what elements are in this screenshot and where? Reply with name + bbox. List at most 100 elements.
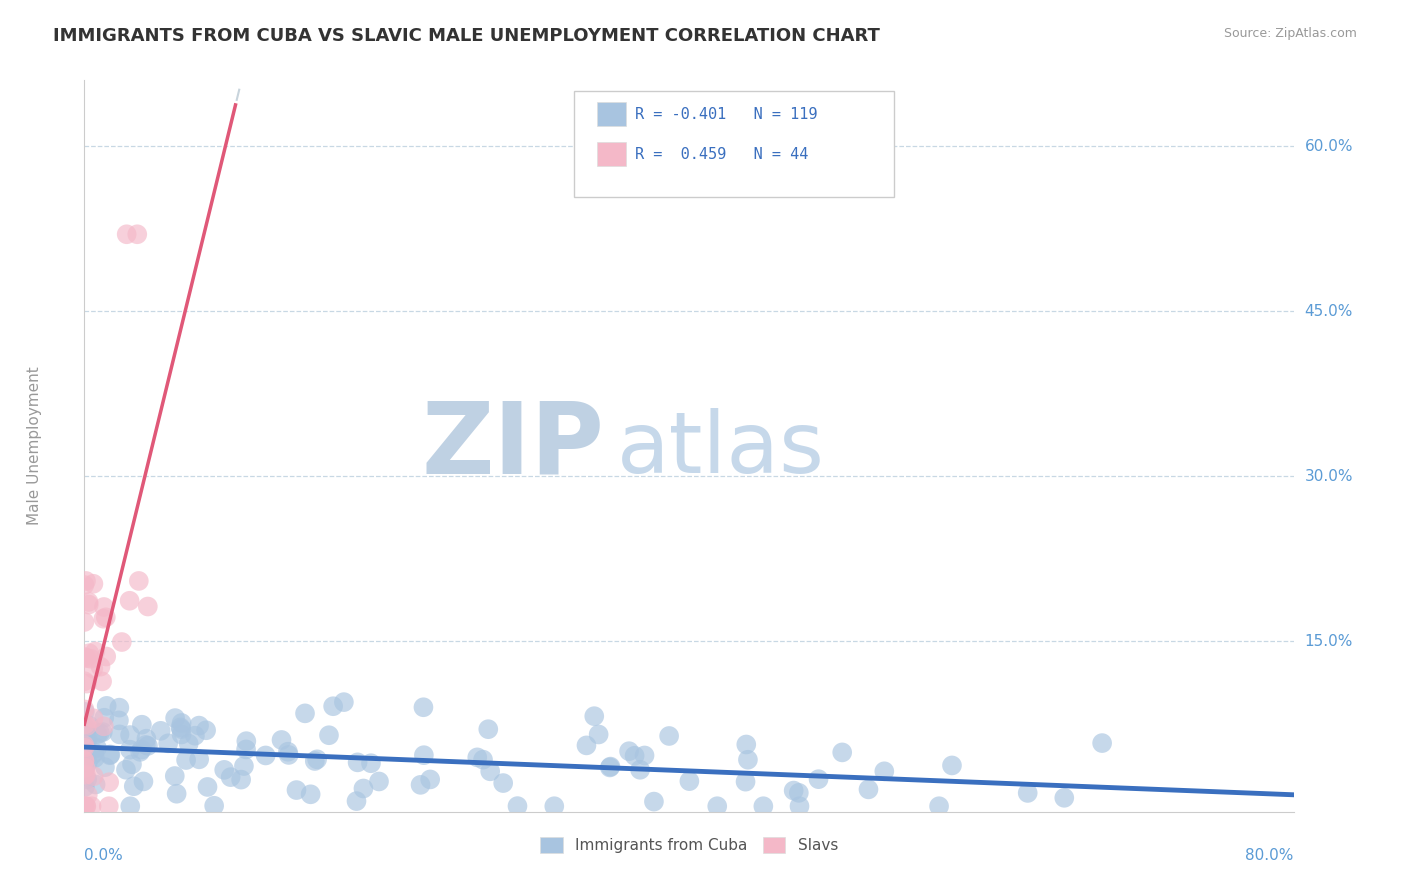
Point	[120, 799, 142, 814]
Text: 30.0%: 30.0%	[1305, 469, 1353, 483]
Point	[73, 754, 96, 768]
Point	[73, 740, 96, 755]
Point	[98, 748, 121, 763]
Point	[76, 651, 98, 665]
Point	[82, 662, 104, 676]
Point	[169, 720, 191, 734]
Point	[928, 799, 950, 814]
Point	[83, 746, 105, 760]
Point	[195, 723, 218, 738]
Point	[412, 748, 434, 763]
Point	[75, 574, 97, 588]
Point	[79, 719, 101, 733]
Point	[346, 756, 368, 770]
Point	[543, 799, 565, 814]
Point	[232, 759, 254, 773]
Point	[121, 757, 143, 772]
Text: atlas: atlas	[616, 409, 824, 491]
Point	[136, 599, 159, 614]
Point	[299, 787, 322, 801]
Point	[174, 753, 197, 767]
Point	[352, 781, 374, 796]
Point	[73, 754, 96, 768]
Point	[120, 728, 142, 742]
Point	[82, 576, 104, 591]
Point	[157, 736, 180, 750]
Text: Male Unemployment: Male Unemployment	[27, 367, 42, 525]
Point	[93, 612, 115, 626]
Point	[76, 719, 98, 733]
Point	[492, 776, 515, 790]
Point	[752, 799, 775, 814]
Point	[129, 745, 152, 759]
Text: R = -0.401   N = 119: R = -0.401 N = 119	[634, 107, 817, 122]
Point	[318, 728, 340, 742]
Point	[231, 772, 253, 787]
Point	[737, 753, 759, 767]
FancyBboxPatch shape	[598, 143, 626, 166]
Text: 0.0%: 0.0%	[84, 848, 124, 863]
Point	[479, 764, 502, 779]
Point	[177, 737, 200, 751]
Point	[73, 717, 96, 731]
Point	[307, 752, 329, 766]
Point	[89, 726, 111, 740]
Point	[75, 723, 97, 738]
Point	[108, 700, 131, 714]
Point	[73, 799, 96, 814]
Point	[285, 783, 308, 797]
Point	[1091, 736, 1114, 750]
Point	[599, 760, 621, 774]
Point	[131, 717, 153, 731]
Point	[73, 769, 96, 783]
Point	[76, 732, 98, 747]
Point	[131, 742, 153, 756]
Point	[831, 745, 853, 759]
Point	[166, 787, 188, 801]
Point	[75, 799, 97, 814]
Point	[75, 734, 97, 748]
Point	[73, 702, 96, 716]
FancyBboxPatch shape	[598, 103, 626, 126]
Point	[77, 598, 100, 612]
Point	[188, 752, 211, 766]
Point	[277, 747, 299, 762]
Point	[165, 711, 187, 725]
Point	[86, 741, 108, 756]
Point	[75, 761, 97, 775]
Point	[368, 774, 391, 789]
Point	[477, 722, 499, 736]
Point	[73, 649, 96, 664]
Point	[108, 714, 131, 728]
Point	[170, 716, 193, 731]
Point	[75, 799, 97, 814]
Point	[93, 711, 115, 725]
Point	[73, 578, 96, 592]
Point	[132, 774, 155, 789]
Point	[73, 705, 96, 719]
Point	[735, 738, 758, 752]
Point	[111, 635, 134, 649]
Point	[170, 722, 193, 736]
Text: 60.0%: 60.0%	[1305, 139, 1353, 153]
Point	[782, 783, 804, 797]
Point	[787, 786, 810, 800]
Point	[127, 227, 149, 242]
Point	[118, 593, 141, 607]
Point	[633, 748, 655, 763]
Point	[73, 615, 96, 629]
Point	[643, 795, 665, 809]
Point	[270, 733, 292, 747]
Text: 45.0%: 45.0%	[1305, 304, 1353, 318]
Point	[1053, 790, 1076, 805]
Point	[506, 799, 529, 814]
Point	[76, 756, 98, 770]
Point	[73, 763, 96, 777]
Point	[599, 759, 621, 773]
Point	[188, 718, 211, 732]
Point	[84, 777, 107, 791]
Point	[789, 799, 811, 814]
Point	[170, 727, 193, 741]
Point	[87, 727, 110, 741]
Point	[77, 646, 100, 660]
